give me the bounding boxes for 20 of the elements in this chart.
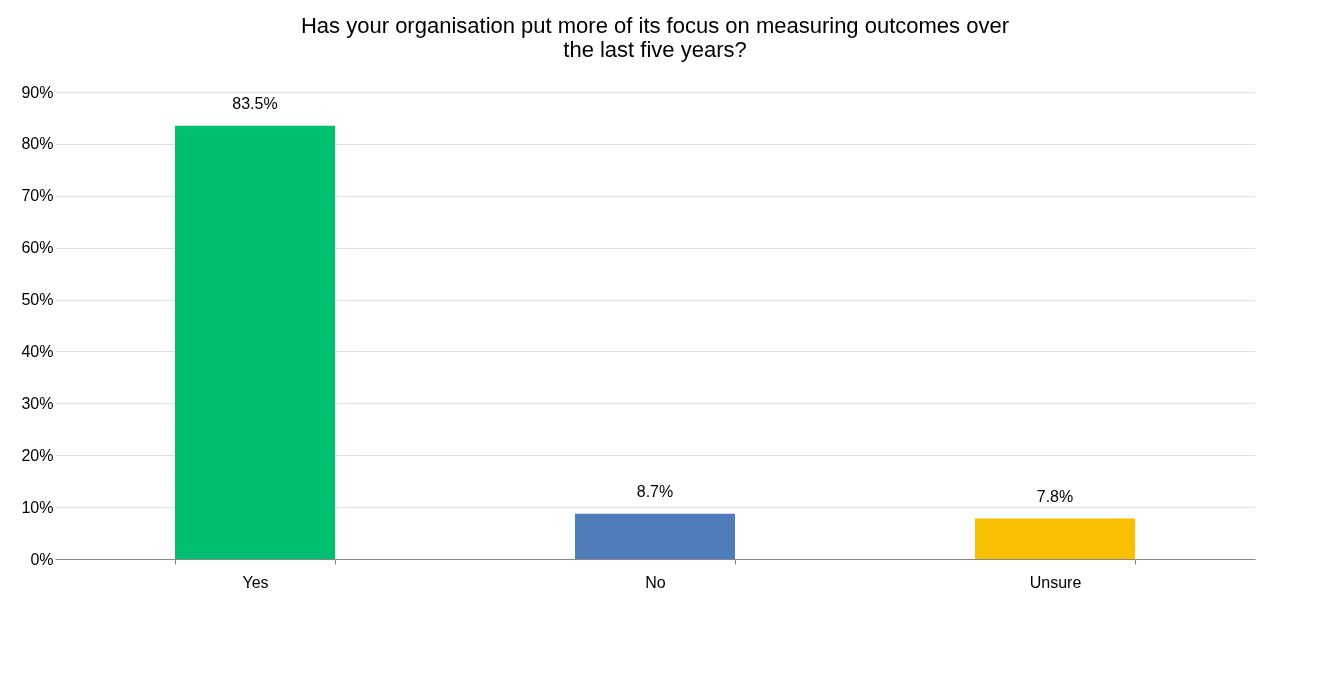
y-tick-label: 10%	[21, 498, 54, 516]
y-tick-label: 80%	[21, 135, 54, 153]
y-tick-label: 20%	[21, 446, 54, 464]
chart-title: Has your organisation put more of its focus on measuring outcomes over the last five years?	[300, 13, 1010, 62]
y-tick-label: 30%	[21, 394, 54, 412]
x-tick-label: Unsure	[1029, 573, 1082, 591]
y-tick-label: 40%	[21, 342, 54, 360]
y-tick-label: 60%	[21, 239, 54, 257]
x-tick-label: Yes	[242, 573, 269, 591]
data-label: 83.5%	[232, 94, 278, 112]
y-tick-label: 50%	[21, 291, 54, 309]
bar	[575, 513, 735, 559]
bar	[175, 125, 335, 559]
data-label: 7.8%	[1036, 487, 1074, 505]
y-tick-label: 0%	[30, 550, 54, 568]
y-tick-label: 70%	[21, 187, 54, 205]
y-tick-label: 90%	[21, 83, 54, 101]
bar	[975, 518, 1135, 559]
data-label: 8.7%	[636, 482, 674, 500]
x-tick-label: No	[645, 573, 666, 591]
